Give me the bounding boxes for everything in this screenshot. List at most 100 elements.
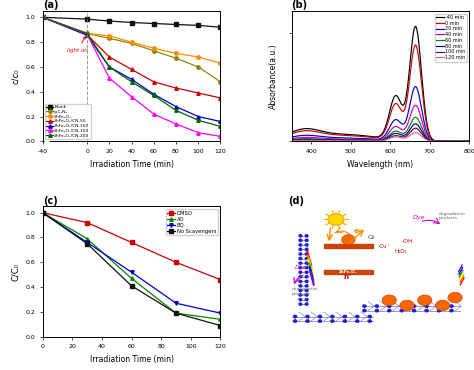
ZnFe₂O₄/CN-50: [40, 15, 46, 20]
ZnFe₂O₄/CN-200: [173, 108, 179, 112]
0 min: [461, 139, 467, 144]
Line: ZnFe₂O₄/CN-200: ZnFe₂O₄/CN-200: [41, 16, 222, 128]
Circle shape: [299, 267, 302, 269]
Circle shape: [306, 320, 309, 322]
ZnFe₂O₄/CN-100: [84, 33, 90, 37]
Circle shape: [299, 289, 302, 292]
60 min: [298, 137, 303, 141]
120 min: [298, 138, 303, 143]
Circle shape: [436, 300, 450, 311]
Circle shape: [375, 309, 378, 312]
-40 min: [298, 127, 303, 131]
Circle shape: [299, 271, 302, 273]
120 min: [289, 138, 294, 143]
Text: H₂O₂: H₂O₂: [394, 249, 407, 254]
g-C₃N₄: [40, 15, 46, 20]
ZnFe₂O₄/CN-200: [40, 15, 46, 20]
20 min: [298, 133, 303, 138]
g-C₃N₄: [107, 36, 112, 41]
Line: 0 min: 0 min: [292, 45, 469, 141]
Circle shape: [299, 239, 302, 241]
ZnFe₂O₄/CN-100: [128, 77, 135, 81]
20 min: [375, 137, 381, 141]
100 min: [466, 139, 472, 144]
ZnFe₂O₄/CN-200: [195, 118, 201, 122]
Y-axis label: Absorbance(a.u.): Absorbance(a.u.): [269, 43, 278, 109]
Text: (a): (a): [43, 0, 58, 10]
Circle shape: [368, 320, 371, 322]
Blank: [173, 22, 179, 27]
ZnFe₂O₄: [107, 34, 112, 38]
Bar: [323, 244, 373, 248]
100 min: [375, 139, 381, 143]
0 min: [466, 139, 472, 144]
40 min: [375, 138, 381, 142]
ZnFe₂O₄/CN-50: [128, 67, 135, 72]
Text: degradation
products: degradation products: [292, 287, 318, 296]
Circle shape: [343, 315, 346, 318]
Circle shape: [375, 305, 378, 307]
Line: ZnFe₂O₄: ZnFe₂O₄: [41, 16, 222, 65]
60 min: [413, 115, 419, 120]
Circle shape: [299, 294, 302, 296]
ZnFe₂O₄/CN-100: [151, 92, 156, 97]
g-C₃N₄: [151, 48, 156, 53]
100 min: [461, 139, 467, 144]
DMSO: [173, 260, 179, 265]
Text: ZnFe₂O₄: ZnFe₂O₄: [339, 270, 357, 274]
Text: Dye: Dye: [295, 265, 308, 270]
Text: (c): (c): [43, 196, 57, 206]
Circle shape: [356, 315, 359, 318]
Circle shape: [331, 315, 334, 318]
60 min: [461, 139, 467, 144]
ZnFe₂O₄/CN-200: [151, 93, 156, 98]
Circle shape: [319, 315, 321, 318]
60 min: [466, 139, 472, 144]
120 min: [428, 139, 434, 143]
Circle shape: [299, 280, 302, 282]
DMSO: [40, 211, 46, 215]
40 min: [413, 103, 419, 107]
g-C₃N₄: [84, 31, 90, 36]
Circle shape: [400, 309, 403, 312]
Circle shape: [305, 271, 308, 273]
DMSO: [84, 221, 90, 225]
Circle shape: [450, 305, 453, 307]
ZnFe₂O₄/CN-100: [218, 119, 223, 124]
40 min: [461, 139, 467, 144]
100 min: [289, 138, 294, 142]
Text: light on: light on: [67, 37, 88, 53]
Circle shape: [305, 289, 308, 292]
80 min: [428, 139, 434, 143]
DMSO: [128, 240, 135, 245]
120 min: [466, 139, 472, 144]
60 min: [428, 138, 434, 143]
ZnFe₂O₄/CN-50: [151, 80, 156, 84]
AO: [40, 211, 46, 215]
80 min: [375, 138, 381, 143]
AO: [173, 311, 179, 315]
Circle shape: [425, 309, 428, 312]
ZnFe₂O₄: [218, 61, 223, 65]
ZnFe₂O₄/CN-150: [173, 122, 179, 126]
80 min: [370, 138, 376, 143]
Text: O₂: O₂: [368, 235, 375, 240]
0 min: [428, 137, 434, 141]
Circle shape: [363, 305, 366, 307]
Text: ·O₂⁻: ·O₂⁻: [377, 244, 390, 249]
Circle shape: [438, 309, 441, 312]
Line: Blank: Blank: [41, 16, 222, 29]
No Scavengers: [173, 311, 179, 315]
Circle shape: [305, 280, 308, 282]
ZnFe₂O₄/CN-200: [128, 80, 135, 84]
ZnFe₂O₄/CN-100: [173, 104, 179, 109]
40 min: [428, 138, 434, 142]
ZnFe₂O₄/CN-150: [218, 134, 223, 139]
ZnFe₂O₄: [128, 40, 135, 44]
Text: e⁻: e⁻: [354, 228, 362, 233]
ZnFe₂O₄/CN-200: [84, 31, 90, 36]
80 min: [461, 139, 467, 144]
80 min: [466, 139, 472, 144]
Circle shape: [343, 320, 346, 322]
Blank: [107, 19, 112, 23]
